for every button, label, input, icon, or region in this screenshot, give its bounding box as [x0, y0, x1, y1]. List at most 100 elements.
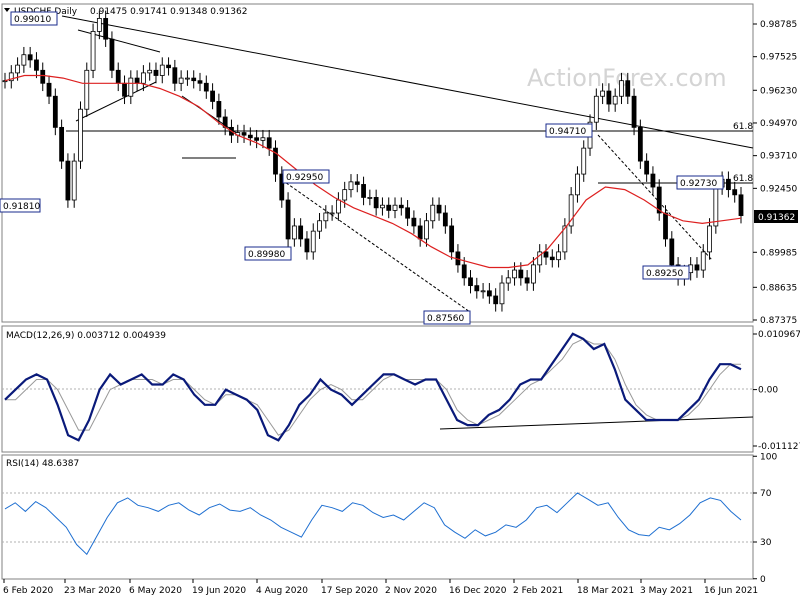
- candle-body: [8, 72, 14, 82]
- candle-body: [361, 184, 366, 198]
- downtrend-dashed-line: [281, 179, 471, 313]
- annotation-box-2: [282, 169, 330, 184]
- annotation-box-7: [642, 265, 690, 280]
- annotation-1: 0.91810: [3, 202, 40, 212]
- candle-body: [197, 80, 203, 84]
- candle-body: [512, 269, 517, 279]
- candle-body: [650, 173, 656, 188]
- price-tick-label: 0.88635: [760, 283, 797, 293]
- rsi-tick-label: 100: [760, 452, 777, 462]
- candle-body: [348, 181, 354, 191]
- candle-body: [90, 30, 96, 71]
- price-tick-label: 0.92450: [760, 184, 797, 194]
- date-tick-label: 2 Nov 2020: [385, 586, 437, 596]
- candle-body: [329, 212, 335, 215]
- candle-body: [285, 199, 291, 240]
- candle-body: [656, 186, 662, 214]
- candle-body: [480, 290, 486, 293]
- rsi-axis: 100 70 30 0: [753, 452, 777, 585]
- collapse-triangle-icon[interactable]: [4, 8, 10, 12]
- candle-body: [342, 189, 348, 201]
- candle-body: [424, 220, 429, 240]
- candle-body: [380, 204, 385, 209]
- major-downtrend-line: [61, 15, 754, 149]
- candle-body: [122, 82, 127, 97]
- price-tick-label: 0.96230: [760, 86, 797, 96]
- rsi-tick-label: 0: [760, 575, 766, 585]
- candle-body: [367, 197, 373, 199]
- annotation-7: 0.89250: [646, 269, 683, 279]
- date-axis: 6 Feb 2020 23 Mar 2020 6 May 2020 19 Jun 20…: [3, 579, 758, 596]
- candle-body: [247, 134, 253, 139]
- candle-body: [411, 217, 417, 227]
- candle-body: [185, 77, 190, 80]
- candle-body: [78, 108, 83, 162]
- candle-body: [738, 194, 744, 216]
- price-panel-frame: [1, 3, 754, 323]
- candle-body: [191, 77, 197, 82]
- candle-body: [637, 126, 643, 162]
- candle-body: [436, 204, 442, 214]
- candle-body: [499, 282, 505, 305]
- annotation-2: 0.92950: [286, 173, 323, 183]
- candle-body: [134, 77, 140, 84]
- annotation-box-0: [10, 11, 58, 26]
- candle-body: [317, 220, 322, 232]
- candle-body: [241, 132, 247, 136]
- candle-body: [518, 269, 524, 279]
- candle-body: [210, 90, 215, 102]
- candle-body: [732, 189, 738, 196]
- rsi-label: RSI(14) 48.6387: [6, 459, 79, 469]
- candle-body: [254, 137, 260, 141]
- date-tick-label: 6 Feb 2020: [3, 586, 54, 596]
- candle-body: [298, 225, 304, 240]
- macd-axis: 0.010967 0.00 -0.011127: [753, 330, 800, 452]
- candle-body: [625, 80, 631, 97]
- candle-body: [392, 204, 398, 211]
- candle-body: [600, 90, 606, 97]
- price-tick-label: 0.87375: [760, 316, 797, 326]
- candle-body: [336, 199, 341, 214]
- annotation-box-3: [244, 246, 292, 261]
- macd-line: [4, 332, 742, 442]
- date-tick-label: 4 Aug 2020: [256, 586, 308, 596]
- candle-body: [537, 251, 543, 266]
- annotation-box-6: [676, 175, 724, 190]
- macd-tick-label: -0.011127: [758, 442, 800, 452]
- candle-body: [442, 212, 448, 227]
- candle-body: [581, 147, 587, 175]
- candle-body: [568, 194, 574, 227]
- candle-body: [713, 186, 719, 227]
- price-tick-label: 0.93710: [760, 152, 797, 162]
- candle-body: [115, 69, 121, 84]
- moving-average-line: [4, 74, 742, 269]
- date-tick-label: 18 Mar 2021: [577, 586, 634, 596]
- date-tick-label: 23 Mar 2020: [64, 586, 121, 596]
- candle-body: [103, 18, 109, 40]
- candle-body: [474, 285, 480, 292]
- candle-body: [486, 290, 492, 297]
- candle-body: [96, 18, 102, 32]
- candle-body: [631, 95, 637, 128]
- date-tick-label: 19 Jun 2020: [192, 586, 246, 596]
- fib-label-1: 61.8: [733, 122, 753, 132]
- current-price-label: 0.91362: [758, 213, 795, 223]
- level-annotations: 0.99010 0.91810 0.92950 0.89980 0.87560 …: [0, 11, 724, 325]
- date-tick-label: 16 Dec 2020: [449, 586, 507, 596]
- triangle-lower-line: [75, 81, 157, 122]
- candle-body: [178, 77, 184, 84]
- candle-body: [543, 251, 549, 258]
- candle-body: [203, 82, 209, 92]
- candle-body: [354, 181, 360, 185]
- date-tick-label: 2 Feb 2021: [513, 586, 563, 596]
- candle-body: [707, 225, 712, 253]
- date-tick-label: 3 May 2021: [640, 586, 693, 596]
- rsi-line: [4, 492, 742, 556]
- candle-body: [700, 251, 706, 271]
- candle-body: [398, 204, 404, 209]
- candle-body: [461, 264, 467, 279]
- annotation-5: 0.94710: [549, 127, 586, 137]
- candle-body: [52, 95, 58, 128]
- candle-body: [40, 69, 46, 84]
